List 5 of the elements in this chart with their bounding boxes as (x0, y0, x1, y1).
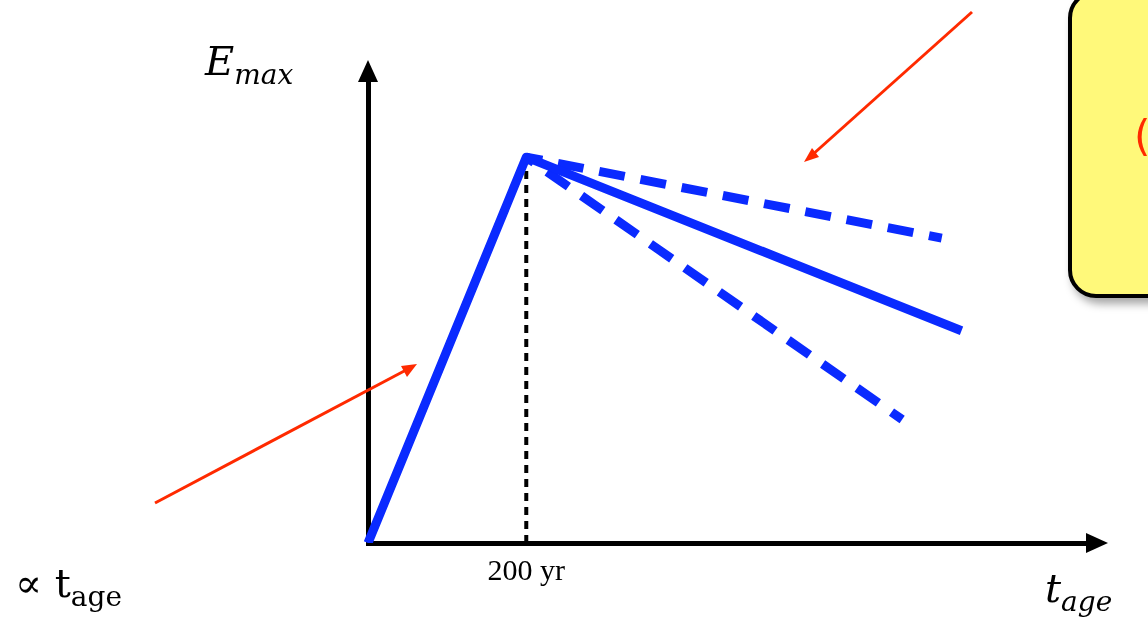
text: 200 yr (487, 552, 566, 586)
note-box: ( (1068, 0, 1148, 298)
x-axis-title: t$_{age}$ (1045, 565, 1113, 618)
y-axis-title: E$_{max}$ (205, 38, 294, 91)
text: ∝ t$_{age}$ (15, 560, 123, 613)
